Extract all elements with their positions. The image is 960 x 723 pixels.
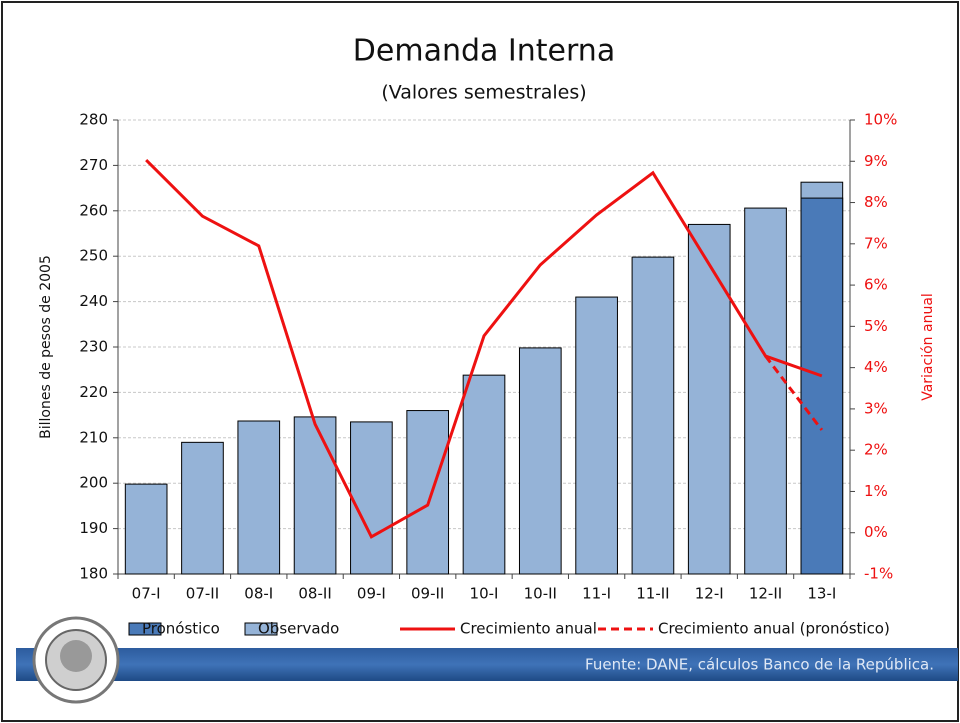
y2-tick-label: 2% (864, 441, 888, 459)
legend-label: Pronóstico (142, 620, 220, 638)
x-tick-label: 11-I (582, 585, 611, 603)
y-tick-label: 230 (79, 338, 108, 356)
y-tick-label: 240 (79, 292, 108, 310)
bar (631, 256, 675, 575)
x-tick-label: 08-I (244, 585, 273, 603)
y2-axis-label: Variación anual (920, 293, 936, 401)
line (145, 158, 823, 539)
y-tick-label: 260 (79, 201, 108, 219)
y-tick-label: 200 (79, 474, 108, 492)
bar (575, 296, 618, 575)
x-tick-label: 12-II (749, 585, 782, 603)
chart-title: Demanda Interna (353, 34, 615, 69)
x-tick-label: 10-II (524, 585, 557, 603)
legend-label: Crecimiento anual (pronóstico) (658, 620, 890, 638)
logo (32, 616, 120, 704)
y2-tick-label: 7% (864, 234, 888, 252)
y-tick-label: 180 (79, 565, 108, 583)
bar (124, 483, 168, 575)
y2-tick-label: 1% (864, 482, 888, 500)
y-tick-label: 270 (79, 156, 108, 174)
y2-tick-label: 10% (864, 111, 897, 129)
bar (462, 374, 506, 575)
chart-subtitle: (Valores semestrales) (381, 82, 586, 104)
footer-band (16, 648, 958, 681)
y-tick-label: 220 (79, 383, 108, 401)
x-tick-label: 07-II (186, 585, 219, 603)
y2-tick-label: 6% (864, 276, 888, 294)
y2-tick-label: -1% (864, 565, 893, 583)
x-tick-label: 08-II (298, 585, 331, 603)
source-note: Fuente: DANE, cálculos Banco de la Repúb… (585, 656, 934, 674)
bar (800, 197, 844, 575)
bar (406, 410, 450, 575)
y-tick-label: 190 (79, 519, 108, 537)
y2-tick-label: 8% (864, 193, 888, 211)
x-tick-label: 09-I (357, 585, 386, 603)
line (764, 355, 824, 431)
legend-swatch (128, 622, 162, 636)
x-tick-label: 13-I (807, 585, 836, 603)
x-tick-label: 07-I (132, 585, 161, 603)
x-tick-label: 11-II (636, 585, 669, 603)
bar (181, 441, 224, 575)
y2-tick-label: 0% (864, 523, 888, 541)
bar (350, 421, 393, 575)
legend-label: Crecimiento anual (460, 620, 597, 638)
y-tick-label: 250 (79, 247, 108, 265)
y2-tick-label: 4% (864, 358, 888, 376)
bar (744, 207, 787, 575)
y-tick-label: 210 (79, 428, 108, 446)
x-tick-label: 12-I (695, 585, 724, 603)
y2-tick-label: 3% (864, 399, 888, 417)
bar (237, 420, 281, 575)
x-tick-label: 10-I (470, 585, 499, 603)
bar (687, 223, 731, 575)
legend-swatch (244, 622, 278, 636)
x-tick-label: 09-II (411, 585, 444, 603)
bar (518, 347, 562, 575)
y-tick-label: 280 (79, 111, 108, 129)
y-axis-label: Billones de pesos de 2005 (38, 255, 54, 439)
y2-tick-label: 9% (864, 152, 888, 170)
legend-label: Observado (258, 620, 339, 638)
bar (293, 416, 337, 575)
y2-tick-label: 5% (864, 317, 888, 335)
